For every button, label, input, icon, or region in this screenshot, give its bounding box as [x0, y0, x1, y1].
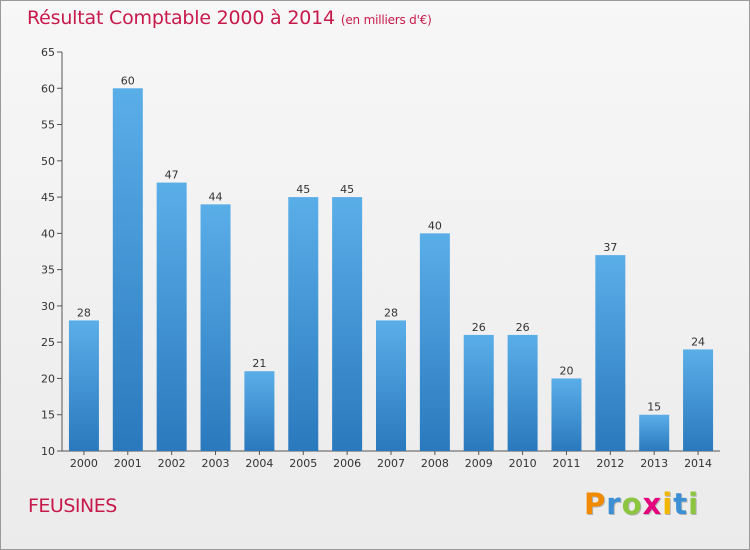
y-tick-label: 15 — [41, 409, 55, 422]
data-label: 24 — [691, 335, 705, 348]
y-tick-label: 30 — [41, 300, 55, 313]
data-label: 21 — [252, 357, 266, 370]
logo-letter-o: o — [621, 487, 643, 521]
x-tick-label: 2004 — [245, 457, 273, 470]
data-label: 45 — [340, 183, 354, 196]
y-tick-label: 55 — [41, 119, 55, 132]
bar — [68, 320, 99, 451]
bar — [156, 182, 187, 451]
y-tick-label: 60 — [41, 82, 55, 95]
data-label: 26 — [472, 321, 486, 334]
x-tick-label: 2001 — [114, 457, 142, 470]
data-label: 37 — [603, 241, 617, 254]
data-label: 20 — [559, 364, 573, 377]
data-label: 15 — [647, 401, 661, 414]
bars: 28 60 47 44 21 45 45 28 40 26 26 20 37 15 24 — [68, 74, 714, 451]
y-tick-label: 35 — [41, 264, 55, 277]
x-tick-label: 2008 — [421, 457, 449, 470]
bar — [683, 349, 714, 451]
chart-title: Résultat Comptable 2000 à 2014 (en millie… — [27, 7, 432, 29]
logo-letter-t: t — [673, 487, 689, 521]
x-tick-label: 2007 — [377, 457, 405, 470]
y-tick-label: 45 — [41, 191, 55, 204]
logo-letter-i1: i — [662, 487, 674, 521]
x-tick-label: 2010 — [509, 457, 537, 470]
bar — [200, 204, 231, 451]
y-tick-label: 20 — [41, 372, 55, 385]
x-tick-label: 2011 — [552, 457, 580, 470]
bar — [244, 371, 275, 451]
data-label: 40 — [428, 219, 442, 232]
bar — [551, 378, 582, 451]
bar — [639, 414, 670, 451]
y-tick-label: 50 — [41, 155, 55, 168]
bar — [332, 197, 363, 451]
y-tick-label: 65 — [41, 46, 55, 59]
x-tick-label: 2009 — [465, 457, 493, 470]
logo-letter-r: r — [606, 487, 622, 521]
bar — [376, 320, 406, 451]
data-label: 26 — [516, 321, 530, 334]
logo-letter-x: x — [642, 487, 663, 521]
bar — [112, 88, 143, 451]
logo-letter-p: P — [584, 487, 607, 521]
y-tick-label: 40 — [41, 227, 55, 240]
bar — [507, 334, 538, 451]
chart-subtitle: (en milliers d'€) — [340, 13, 432, 27]
logo-letter-i2: i — [688, 487, 700, 521]
data-label: 45 — [296, 183, 310, 196]
bar — [419, 233, 450, 451]
x-tick-label: 2005 — [289, 457, 317, 470]
town-name: FEUSINES — [28, 495, 117, 517]
title-text: Résultat Comptable 2000 à 2014 — [27, 7, 335, 29]
y-tick-label: 10 — [41, 445, 55, 458]
data-label: 28 — [77, 306, 91, 319]
x-tick-label: 2014 — [684, 457, 712, 470]
proxiti-logo: Proxiti — [584, 487, 699, 521]
x-tick-label: 2000 — [70, 457, 98, 470]
x-tick-label: 2006 — [333, 457, 361, 470]
x-tick-label: 2002 — [158, 457, 186, 470]
x-tick-label: 2003 — [202, 457, 230, 470]
x-tick-label: 2013 — [640, 457, 668, 470]
bar — [463, 334, 494, 451]
y-tick-label: 25 — [41, 336, 55, 349]
bar — [595, 255, 626, 451]
bar — [288, 197, 319, 451]
x-tick-label: 2012 — [596, 457, 624, 470]
data-label: 47 — [165, 169, 179, 182]
data-label: 44 — [209, 190, 223, 203]
data-label: 28 — [384, 306, 398, 319]
data-label: 60 — [121, 74, 135, 87]
